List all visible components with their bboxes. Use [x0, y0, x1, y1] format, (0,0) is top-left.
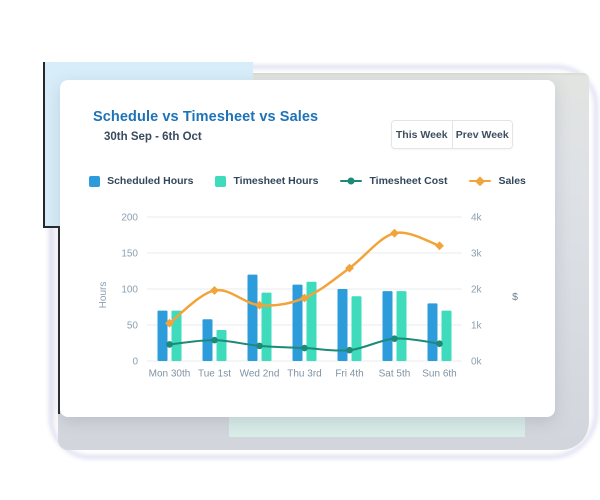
point-timesheet-cost: [436, 340, 443, 348]
prev-week-button[interactable]: Prev Week: [451, 121, 512, 148]
legend-timesheet-hours[interactable]: Timesheet Hours: [215, 175, 318, 187]
decor-blur-ring: [50, 66, 597, 458]
date-range: 30th Sep - 6th Oct: [104, 131, 202, 143]
axis-label: Hours: [98, 282, 109, 309]
legend-label: Scheduled Hours: [107, 175, 194, 187]
legend-label: Sales: [498, 175, 526, 187]
bar-timesheet-hours: [216, 330, 227, 361]
bar-scheduled-hours: [427, 303, 438, 361]
bar-scheduled-hours: [337, 289, 348, 361]
axis-label: 100: [121, 285, 138, 296]
legend-timesheet-cost[interactable]: Timesheet Cost: [340, 175, 447, 187]
point-sales: [435, 241, 444, 251]
this-week-button[interactable]: This Week: [392, 121, 452, 148]
combo-chart: 0 0k 50 1k 100 2k 150 3k 200 4k Hours $ Mon 30th Tue …: [98, 213, 518, 380]
point-timesheet-cost: [391, 335, 398, 342]
bar-timesheet-hours: [261, 292, 272, 361]
point-timesheet-cost: [211, 336, 218, 344]
scheduled-hours-swatch-icon: [89, 175, 101, 187]
point-timesheet-cost: [301, 344, 308, 352]
bar-timesheet-hours: [441, 310, 452, 361]
axis-label: Tue 1st: [198, 369, 231, 380]
chart-card: Schedule vs Timesheet vs Sales 30th Sep …: [60, 80, 555, 417]
bar-timesheet-hours: [306, 281, 317, 361]
axis-label: 200: [121, 213, 138, 224]
decor-outline-left: [43, 62, 45, 227]
point-timesheet-cost: [166, 341, 173, 348]
axis-label: Fri 4th: [335, 369, 363, 380]
point-sales: [165, 318, 174, 328]
bar-timesheet-hours: [351, 296, 362, 361]
point-sales: [255, 300, 264, 310]
decor-outline-lower: [58, 226, 60, 414]
bar-scheduled-hours: [247, 274, 258, 361]
legend-label: Timesheet Cost: [369, 175, 448, 187]
timesheet-hours-swatch-icon: [215, 175, 227, 187]
decor-mint-strip: [229, 417, 525, 437]
legend-sales[interactable]: Sales: [469, 175, 526, 187]
axis-label: 50: [127, 321, 139, 332]
axis-label: Sat 5th: [379, 369, 411, 380]
decor-outline-step: [43, 226, 59, 228]
chart-legend: Scheduled Hours Timesheet Hours Timeshee…: [60, 175, 555, 187]
axis-label: 1k: [471, 321, 483, 332]
axis-label: Thu 3rd: [287, 369, 321, 380]
sales-line-icon: [469, 176, 492, 186]
axis-label: 3k: [471, 249, 483, 260]
point-timesheet-cost: [256, 342, 263, 350]
bar-scheduled-hours: [292, 284, 303, 361]
axis-label: $: [512, 291, 518, 303]
timesheet-cost-line-icon: [340, 177, 363, 185]
bar-scheduled-hours: [382, 291, 393, 361]
axis-label: 150: [121, 249, 138, 260]
axis-label: Sun 6th: [422, 369, 456, 380]
point-sales: [390, 228, 399, 238]
axis-label: 0k: [471, 357, 483, 368]
axis-label: Mon 30th: [149, 369, 191, 380]
week-toggle-group: This Week Prev Week: [391, 120, 513, 149]
page-title: Schedule vs Timesheet vs Sales: [93, 109, 319, 125]
point-timesheet-cost: [346, 346, 353, 354]
axis-label: 0: [132, 357, 138, 368]
bar-timesheet-hours: [171, 310, 182, 361]
legend-label: Timesheet Hours: [233, 175, 319, 187]
point-sales: [210, 286, 219, 295]
legend-scheduled-hours[interactable]: Scheduled Hours: [89, 175, 193, 187]
axis-label: Wed 2nd: [240, 369, 280, 380]
axis-label: 4k: [471, 213, 483, 224]
bar-scheduled-hours: [157, 310, 168, 361]
bar-timesheet-hours: [396, 291, 407, 361]
axis-label: 2k: [471, 285, 483, 296]
